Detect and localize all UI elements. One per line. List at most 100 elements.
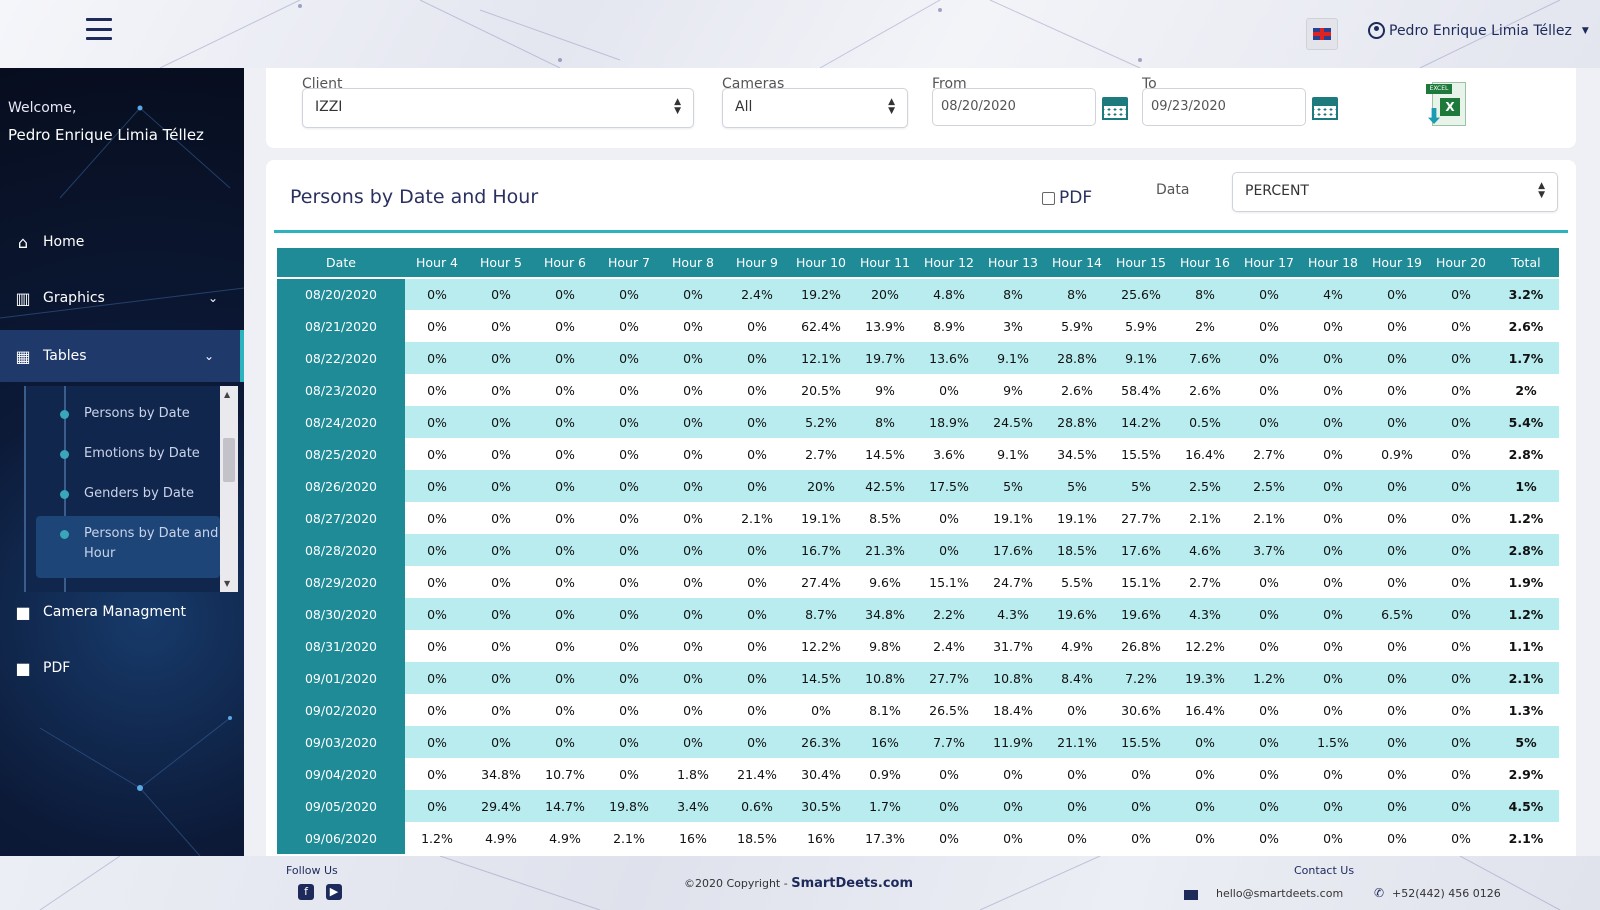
table-cell: 0%: [427, 766, 447, 782]
table-cell: 0%: [491, 638, 511, 654]
table-cell: 21.1%: [1045, 726, 1109, 758]
column-header: Hour 5: [469, 248, 533, 279]
table-cell: 12.1%: [789, 342, 853, 374]
table-cell: 0%: [1365, 662, 1429, 694]
table-cell: 14.5%: [789, 662, 853, 694]
excel-tag: EXCEL: [1426, 84, 1452, 94]
contact-email[interactable]: hello@smartdeets.com: [1216, 887, 1344, 900]
table-cell: 0%: [533, 470, 597, 502]
submenu-persons-by-date[interactable]: Persons by Date: [24, 404, 220, 426]
cameras-select[interactable]: All ▲ ▼: [722, 88, 908, 128]
table-icon: ▦: [15, 346, 31, 366]
table-cell: 16%: [679, 830, 707, 846]
nav-tables[interactable]: ▦ Tables ⌄: [0, 330, 244, 382]
table-cell: 4.9%: [485, 830, 517, 846]
table-row: 09/04/2020 0% 34.8% 10.7% 0% 1.8% 21.4% 30.4% 0.…: [277, 758, 1559, 790]
hamburger-menu-button[interactable]: [86, 18, 112, 40]
table-row: 09/06/2020 1.2% 4.9% 4.9% 2.1% 16% 18.5% 16% 17.…: [277, 822, 1559, 854]
pdf-checkbox[interactable]: PDF: [1042, 188, 1092, 208]
table-cell: 0%: [405, 790, 469, 822]
submenu-scrollbar[interactable]: ▲ ▼: [220, 386, 238, 592]
client-select[interactable]: IZZI ▲ ▼: [302, 88, 694, 128]
language-flag-button[interactable]: [1306, 18, 1338, 50]
table-cell: 0%: [1429, 470, 1493, 502]
table-cell: 0%: [405, 726, 469, 758]
table-cell: 2.6%: [1061, 382, 1093, 398]
table-cell: 0%: [1259, 574, 1279, 590]
youtube-icon[interactable]: ▶: [326, 884, 342, 900]
nav-pdf[interactable]: ■ PDF: [0, 642, 244, 694]
table-cell: 0%: [1323, 702, 1343, 718]
excel-export-button[interactable]: EXCEL X: [1426, 78, 1470, 128]
table-cell: 0%: [1365, 470, 1429, 502]
submenu-emotions-by-date[interactable]: Emotions by Date: [24, 444, 220, 466]
table-cell: 0%: [619, 766, 639, 782]
table-cell: 0%: [1429, 790, 1493, 822]
data-type-select[interactable]: PERCENT ▲ ▼: [1232, 172, 1558, 212]
submenu-persons-by-date-and-hour[interactable]: Persons by Date and Hour: [36, 516, 220, 578]
table-cell: 0%: [1365, 342, 1429, 374]
from-date-input[interactable]: 08/20/2020: [932, 88, 1096, 126]
chevron-down-icon: ⌄: [203, 349, 214, 363]
table-cell: 8.1%: [869, 702, 901, 718]
table-cell: 0%: [1109, 790, 1173, 822]
scrollbar-thumb[interactable]: [223, 438, 235, 482]
table-cell: 0%: [555, 702, 575, 718]
nav-home[interactable]: ⌂ Home: [0, 216, 244, 268]
user-menu[interactable]: Pedro Enrique Limia Téllez ▼: [1368, 22, 1589, 39]
table-cell: 0%: [811, 702, 831, 718]
table-cell: 0%: [1451, 318, 1471, 334]
user-circle-icon: [1368, 22, 1385, 39]
table-cell: 17.5%: [917, 470, 981, 502]
column-header: Hour 6: [533, 248, 597, 279]
table-cell: 9%: [875, 382, 895, 398]
table-cell: 3.4%: [661, 790, 725, 822]
table-cell: 30.4%: [801, 766, 841, 782]
column-header: Hour 11: [853, 248, 917, 279]
brand-link[interactable]: SmartDeets.com: [791, 876, 914, 891]
submenu-genders-by-date[interactable]: Genders by Date: [24, 484, 220, 506]
table-cell: 5%: [981, 470, 1045, 502]
table-cell: 0%: [1301, 406, 1365, 438]
table-cell: 0%: [1429, 598, 1493, 630]
table-cell: 4.9%: [549, 830, 581, 846]
table-cell: 27.7%: [1121, 510, 1161, 526]
table-cell: 0%: [427, 318, 447, 334]
table-cell: 15.1%: [1121, 574, 1161, 590]
table-cell: 8.5%: [869, 510, 901, 526]
table-cell: 0%: [555, 446, 575, 462]
select-arrows-icon: ▲ ▼: [888, 97, 895, 116]
table-cell: 0%: [1237, 406, 1301, 438]
table-cell: 7.6%: [1173, 342, 1237, 374]
table-row: 08/31/2020 0% 0% 0% 0% 0% 0% 12.2% 9.8% 2.4% 31.7%…: [277, 630, 1559, 662]
table-cell: 0%: [1451, 574, 1471, 590]
follow-us-label: Follow Us: [286, 864, 338, 877]
persons-by-hour-table: Date Hour 4 Hour 5 Hour 6 Hour 7 Hour 8 Hour 9…: [277, 248, 1559, 854]
total-cell: 1%: [1493, 470, 1559, 502]
table-cell: 0%: [661, 662, 725, 694]
table-cell: 17.6%: [981, 534, 1045, 566]
top-bar: Pedro Enrique Limia Téllez ▼: [0, 0, 1600, 68]
table-cell: 13.6%: [917, 342, 981, 374]
table-cell: 0%: [725, 662, 789, 694]
table-cell: 28.8%: [1045, 342, 1109, 374]
table-cell: 9.1%: [981, 342, 1045, 374]
table-cell: 31.7%: [993, 638, 1033, 654]
table-cell: 0%: [683, 574, 703, 590]
facebook-icon[interactable]: f: [298, 884, 314, 900]
table-cell: 9.1%: [1109, 342, 1173, 374]
calendar-icon[interactable]: [1102, 94, 1128, 120]
total-cell: 1.2%: [1493, 598, 1559, 630]
nav-graphics[interactable]: ▥ Graphics ⌄: [0, 272, 244, 324]
table-cell: 0%: [619, 318, 639, 334]
calendar-icon[interactable]: [1312, 94, 1338, 120]
table-cell: 0%: [1237, 342, 1301, 374]
table-cell: 18.4%: [993, 702, 1033, 718]
table-cell: 0%: [491, 510, 511, 526]
nav-camera-managment[interactable]: ■ Camera Managment: [0, 586, 244, 638]
table-cell: 0%: [1067, 766, 1087, 782]
to-date-input[interactable]: 09/23/2020: [1142, 88, 1306, 126]
total-cell: 1.2%: [1508, 510, 1544, 526]
table-cell: 34.5%: [1057, 446, 1097, 462]
table-row: 08/30/2020 0% 0% 0% 0% 0% 0% 8.7% 34.8% 2.2% 4.3% 1…: [277, 598, 1559, 630]
